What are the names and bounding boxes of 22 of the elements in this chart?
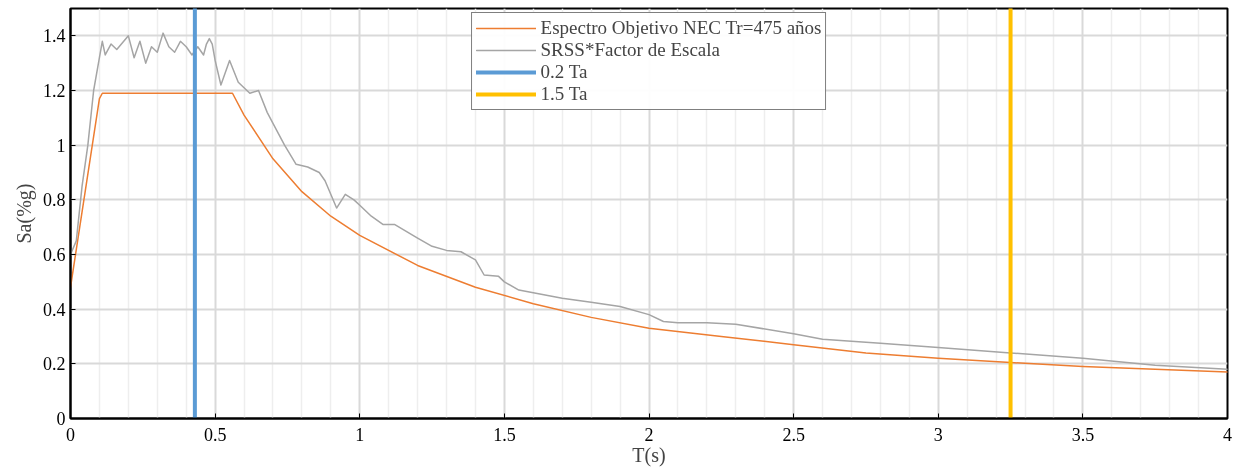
x-tick-label: 1 <box>355 424 365 445</box>
x-tick-label: 2 <box>644 424 654 445</box>
y-tick-label: 0.2 <box>43 354 66 375</box>
x-tick-label: 1.5 <box>493 424 516 445</box>
x-tick-label: 3 <box>933 424 943 445</box>
y-tick-label: 1 <box>56 135 66 156</box>
x-tick-label: 4 <box>1223 424 1232 445</box>
legend-label: Espectro Objetivo NEC Tr=475 años <box>540 17 822 39</box>
x-tick-label: 0.5 <box>203 424 227 445</box>
legend-label: 0.2 Ta <box>540 61 588 83</box>
x-tick-label: 3.5 <box>1071 424 1095 445</box>
y-tick-label: 1.2 <box>43 81 66 101</box>
y-tick-label: 0.8 <box>43 190 66 211</box>
x-tick-label: 2.5 <box>782 424 805 445</box>
y-axis-title: Sa(%g) <box>13 183 36 244</box>
y-tick-label: 0.4 <box>43 299 66 320</box>
y-tick-label: 0 <box>56 409 66 429</box>
y-tick-label: 0.6 <box>43 245 66 265</box>
x-axis-title: T(s) <box>632 443 666 467</box>
y-tick-label: 1.4 <box>43 26 66 47</box>
legend-label: SRSS*Factor de Escala <box>540 39 720 61</box>
legend-label: 1.5 Ta <box>540 83 588 105</box>
